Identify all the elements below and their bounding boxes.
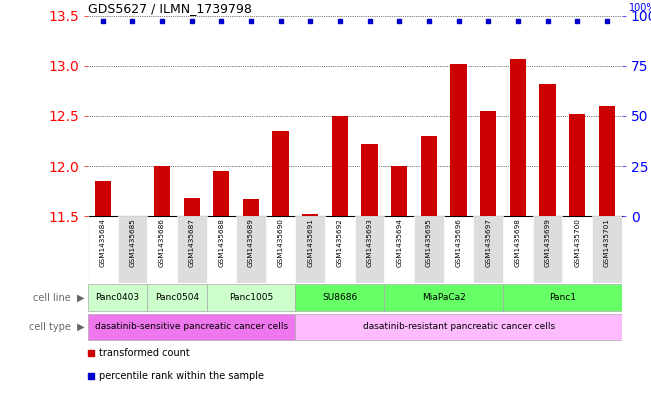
- Bar: [273, 131, 289, 216]
- FancyBboxPatch shape: [533, 216, 562, 283]
- FancyBboxPatch shape: [592, 216, 622, 283]
- Text: GDS5627 / ILMN_1739798: GDS5627 / ILMN_1739798: [88, 2, 252, 15]
- Text: GSM1435700: GSM1435700: [574, 218, 580, 267]
- Text: SU8686: SU8686: [322, 293, 357, 301]
- Text: GSM1435691: GSM1435691: [307, 218, 313, 267]
- FancyBboxPatch shape: [177, 216, 206, 283]
- Text: GSM1435692: GSM1435692: [337, 218, 343, 267]
- Bar: [332, 116, 348, 216]
- Text: Panc1: Panc1: [549, 293, 576, 301]
- Text: GSM1435694: GSM1435694: [396, 218, 402, 267]
- Text: MiaPaCa2: MiaPaCa2: [422, 293, 465, 301]
- Text: GSM1435689: GSM1435689: [248, 218, 254, 267]
- Bar: [391, 166, 408, 216]
- Text: GSM1435698: GSM1435698: [515, 218, 521, 267]
- Text: GSM1435690: GSM1435690: [278, 218, 284, 267]
- Text: GSM1435696: GSM1435696: [456, 218, 462, 267]
- Bar: [302, 214, 318, 216]
- Bar: [361, 144, 378, 216]
- Text: 100%: 100%: [629, 3, 651, 13]
- Bar: [243, 199, 259, 216]
- Text: GSM1435684: GSM1435684: [100, 218, 105, 267]
- Text: GSM1435699: GSM1435699: [545, 218, 551, 267]
- Text: GSM1435693: GSM1435693: [367, 218, 372, 267]
- FancyBboxPatch shape: [414, 216, 444, 283]
- Bar: [94, 181, 111, 216]
- FancyBboxPatch shape: [296, 314, 622, 340]
- Text: GSM1435688: GSM1435688: [218, 218, 225, 267]
- Text: Panc1005: Panc1005: [229, 293, 273, 301]
- FancyBboxPatch shape: [236, 216, 266, 283]
- Bar: [510, 59, 526, 216]
- Text: cell type  ▶: cell type ▶: [29, 322, 85, 332]
- Text: cell line  ▶: cell line ▶: [33, 293, 85, 303]
- Text: dasatinib-sensitive pancreatic cancer cells: dasatinib-sensitive pancreatic cancer ce…: [95, 322, 288, 331]
- Text: GSM1435701: GSM1435701: [604, 218, 610, 267]
- Bar: [184, 198, 200, 216]
- Bar: [480, 111, 497, 216]
- FancyBboxPatch shape: [473, 216, 503, 283]
- FancyBboxPatch shape: [58, 216, 88, 283]
- FancyBboxPatch shape: [118, 216, 147, 283]
- Text: transformed count: transformed count: [98, 348, 189, 358]
- FancyBboxPatch shape: [355, 216, 385, 283]
- FancyBboxPatch shape: [503, 285, 622, 311]
- Bar: [569, 114, 585, 216]
- Bar: [599, 106, 615, 216]
- Bar: [450, 64, 467, 216]
- Text: Panc0504: Panc0504: [155, 293, 199, 301]
- FancyBboxPatch shape: [385, 285, 503, 311]
- Text: percentile rank within the sample: percentile rank within the sample: [98, 371, 264, 381]
- Text: Panc0403: Panc0403: [96, 293, 139, 301]
- FancyBboxPatch shape: [296, 216, 325, 283]
- Bar: [213, 171, 230, 216]
- FancyBboxPatch shape: [206, 285, 296, 311]
- Text: GSM1435695: GSM1435695: [426, 218, 432, 267]
- FancyBboxPatch shape: [88, 314, 296, 340]
- FancyBboxPatch shape: [296, 285, 385, 311]
- Bar: [421, 136, 437, 216]
- Text: GSM1435686: GSM1435686: [159, 218, 165, 267]
- Text: GSM1435685: GSM1435685: [130, 218, 135, 267]
- Text: GSM1435687: GSM1435687: [189, 218, 195, 267]
- Text: dasatinib-resistant pancreatic cancer cells: dasatinib-resistant pancreatic cancer ce…: [363, 322, 555, 331]
- FancyBboxPatch shape: [147, 285, 206, 311]
- Text: GSM1435697: GSM1435697: [485, 218, 492, 267]
- Bar: [154, 166, 170, 216]
- Bar: [540, 84, 556, 216]
- FancyBboxPatch shape: [88, 285, 147, 311]
